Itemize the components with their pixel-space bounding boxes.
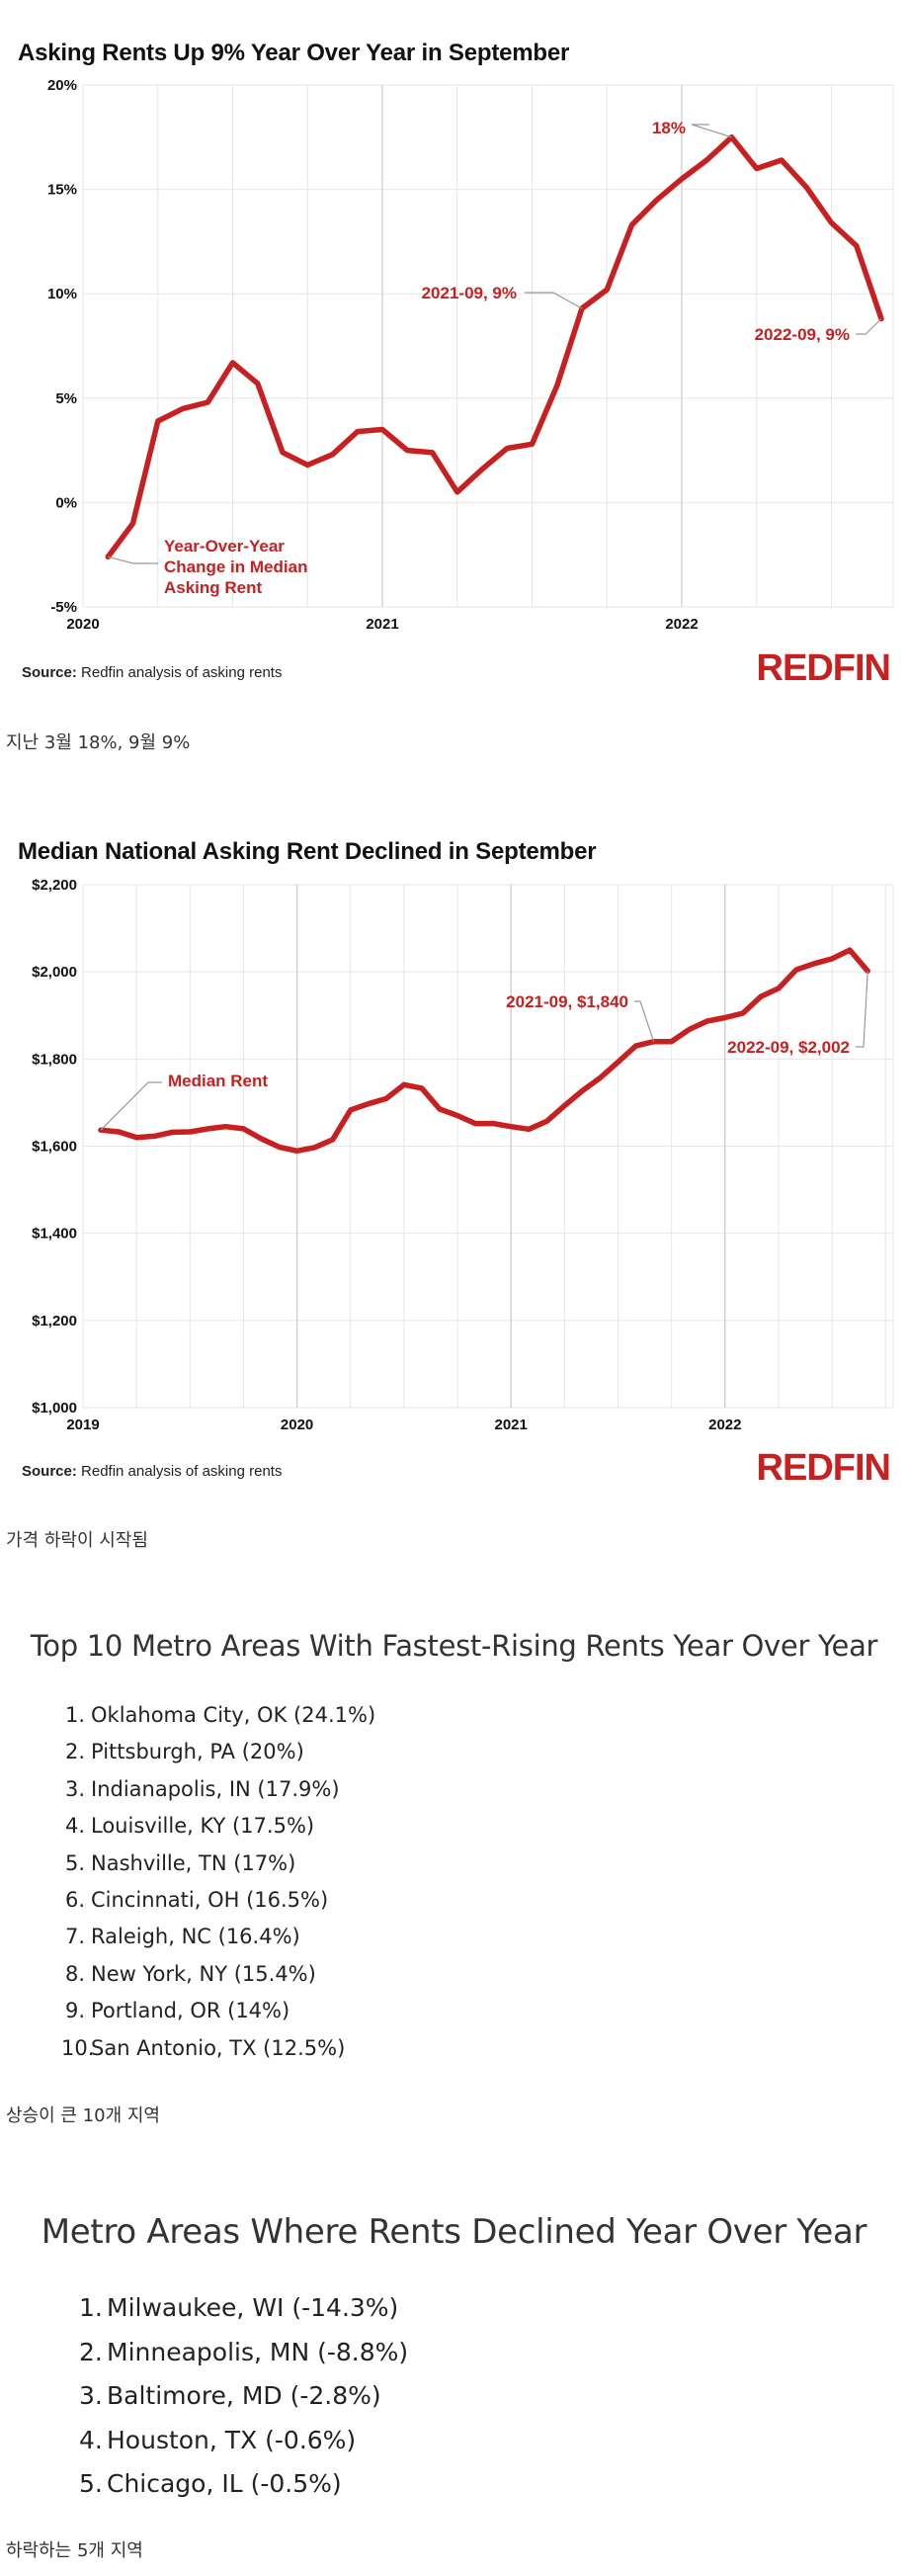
list-caption: 하락하는 5개 지역 [6, 2540, 143, 2561]
y-tick-label: -5% [50, 599, 77, 616]
annotation-leader [525, 292, 583, 309]
image-caption: 지난 3월 18%, 9월 9% [6, 732, 191, 753]
list-item: 5. Nashville, TN (17%) [64, 1850, 296, 1875]
list-item: 7. Raleigh, NC (16.4%) [64, 1925, 300, 1949]
list-item: 9. Portland, OR (14%) [64, 1999, 290, 2023]
x-tick-label: 2021 [495, 1417, 528, 1433]
y-tick-label: $2,200 [32, 877, 77, 894]
y-tick-label: 0% [55, 494, 77, 511]
rising-metro-list: 1. Oklahoma City, OK (24.1%) 2. Pittsburgh… [61, 1697, 375, 2067]
list-item: 2. Minneapolis, MN (-8.8%) [79, 2337, 409, 2366]
chart-title: Asking Rents Up 9% Year Over Year in Sep… [18, 40, 570, 66]
data-annotation: 18% [652, 119, 686, 137]
list-caption: 상승이 큰 10개 지역 [6, 2105, 160, 2126]
x-tick-label: 2022 [708, 1417, 741, 1433]
y-tick-label: $2,000 [32, 964, 77, 981]
list-heading-rising: Top 10 Metro Areas With Fastest-Rising R… [30, 1629, 878, 1663]
redfin-logo: REDFIN [756, 647, 891, 689]
list-heading-declined: Metro Areas Where Rents Declined Year Ov… [41, 2212, 867, 2252]
source-text: Redfin analysis of asking rents [81, 1463, 283, 1480]
y-tick-label: 20% [47, 77, 77, 94]
annotation-leader [691, 124, 732, 138]
y-tick-label: $1,400 [32, 1226, 77, 1243]
chart-plot: -5% 0% 5% 10% 15% 20% 2020 2021 2022 Year-Over-Ye… [47, 77, 894, 633]
series-line [105, 134, 884, 560]
y-tick-label: 5% [55, 390, 77, 407]
x-tick-label: 2022 [665, 616, 698, 633]
x-tick-label: 2021 [366, 616, 398, 633]
list-item: 8. New York, NY (15.4%) [64, 1961, 316, 1986]
x-tick-label: 2020 [66, 616, 99, 633]
source-text: Redfin analysis of asking rents [81, 664, 283, 681]
y-tick-label: $1,600 [32, 1139, 77, 1156]
source-label: Source: [22, 1463, 77, 1480]
y-tick-label: 15% [47, 182, 77, 199]
list-item: 3. Indianapolis, IN (17.9%) [64, 1776, 340, 1801]
annotation-leader [856, 318, 882, 335]
x-tick-label: 2020 [281, 1417, 313, 1433]
chart-median-rent: Median National Asking Rent Declined in … [6, 838, 894, 1551]
list-item: 1. Oklahoma City, OK (24.1%) [64, 1703, 376, 1727]
list-item: 4. Louisville, KY (17.5%) [64, 1814, 315, 1839]
data-annotation: Year-Over-Year [164, 537, 285, 556]
y-tick-label: 10% [47, 286, 77, 302]
annotation-leader [108, 556, 158, 564]
annotation-leader [634, 1000, 655, 1042]
redfin-logo: REDFIN [756, 1447, 891, 1489]
source-line: Source: Redfin analysis of asking rents [22, 664, 282, 681]
data-annotation: Median Rent [168, 1072, 268, 1090]
series-line [98, 947, 870, 1155]
data-annotation: 2022-09, 9% [755, 325, 850, 344]
y-tick-label: $1,200 [32, 1313, 77, 1330]
list-item: 4. Houston, TX (-0.6%) [79, 2425, 357, 2454]
data-annotation: 2021-09, $1,840 [506, 992, 628, 1011]
source-line: Source: Redfin analysis of asking rents [22, 1463, 282, 1480]
list-item: 6. Cincinnati, OH (16.5%) [64, 1887, 329, 1912]
data-annotation: 2021-09, 9% [422, 284, 517, 302]
source-label: Source: [22, 664, 77, 681]
list-item: 5. Chicago, IL (-0.5%) [79, 2469, 342, 2498]
chart-yoy-change: Asking Rents Up 9% Year Over Year in Sep… [0, 0, 908, 753]
data-annotation: Change in Median [164, 558, 307, 576]
annotation-leader [100, 1081, 162, 1131]
y-tick-label: $1,800 [32, 1051, 77, 1068]
list-item: 1. Milwaukee, WI (-14.3%) [79, 2293, 399, 2322]
list-item: 3. Baltimore, MD (-2.8%) [79, 2381, 381, 2410]
annotation-leader [856, 971, 868, 1048]
data-annotation: 2022-09, $2,002 [727, 1038, 850, 1057]
declined-metro-list: 1. Milwaukee, WI (-14.3%) 2. Minneapolis, … [79, 2286, 408, 2507]
chart-plot: $1,000 $1,200 $1,400 $1,600 $1,800 $2,000 $2,2… [32, 877, 894, 1433]
list-item: 10.San Antonio, TX (12.5%) [61, 2035, 346, 2060]
image-caption: 가격 하락이 시작됨 [6, 1530, 148, 1551]
data-annotation: Asking Rent [164, 578, 263, 597]
chart-title: Median National Asking Rent Declined in … [18, 838, 597, 865]
x-tick-label: 2019 [66, 1417, 99, 1433]
list-item: 2. Pittsburgh, PA (20%) [64, 1740, 304, 1764]
y-tick-label: $1,000 [32, 1400, 77, 1417]
